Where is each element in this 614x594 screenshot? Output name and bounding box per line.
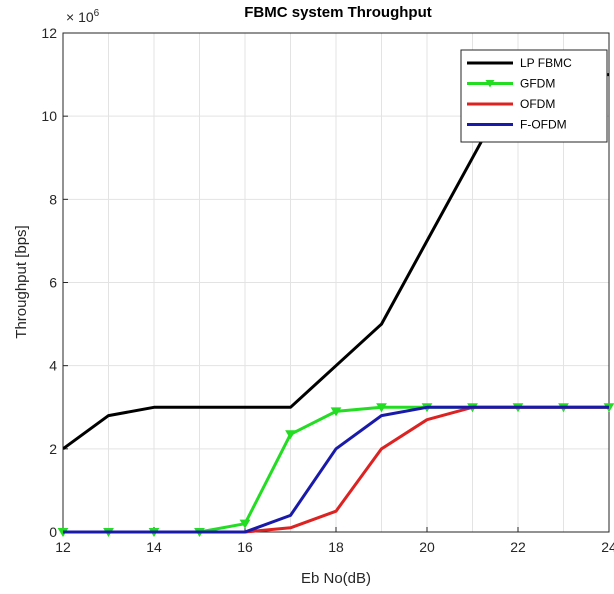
y-axis-multiplier-exponent: 6 <box>94 8 100 19</box>
series-line-f-ofdm <box>63 405 609 534</box>
y-axis-multiplier: × 106 <box>66 8 100 25</box>
y-tick-label: 10 <box>41 108 57 124</box>
legend-box <box>460 49 608 143</box>
x-tick-label: 22 <box>510 539 526 555</box>
y-tick-label: 6 <box>49 275 57 291</box>
data-point <box>285 430 296 440</box>
series-f-ofdm <box>63 405 609 534</box>
legend-marker <box>485 80 495 88</box>
data-point <box>376 403 387 413</box>
series-layer <box>57 73 614 537</box>
y-axis-multiplier-base: × 10 <box>66 9 94 25</box>
data-point <box>330 407 342 417</box>
x-axis-label: Eb No(dB) <box>301 570 371 587</box>
legend-label-lp-fbmc: LP FBMC <box>520 56 572 70</box>
x-tick-label: 20 <box>419 539 435 555</box>
legend-label-gfdm: GFDM <box>520 77 555 91</box>
x-tick-label: 14 <box>146 539 162 555</box>
y-tick-label: 12 <box>41 25 57 41</box>
x-tick-label: 16 <box>237 539 253 555</box>
legend: LP FBMC GFDM OFDM F-OFDM <box>460 49 608 143</box>
x-tick-label: 12 <box>55 539 71 555</box>
legend-label-f-ofdm: F-OFDM <box>520 118 567 132</box>
legend-label-ofdm: OFDM <box>520 97 555 111</box>
y-tick-label: 4 <box>49 358 57 374</box>
data-point <box>239 519 251 529</box>
x-tick-label: 24 <box>601 539 614 555</box>
y-axis-label: Throughput [bps] <box>13 225 30 338</box>
y-tick-label: 0 <box>49 524 57 540</box>
x-tick-label: 18 <box>328 539 344 555</box>
y-tick-label: 8 <box>49 191 57 207</box>
y-tick-label: 2 <box>49 441 57 457</box>
chart-title: FBMC system Throughput <box>244 4 432 21</box>
